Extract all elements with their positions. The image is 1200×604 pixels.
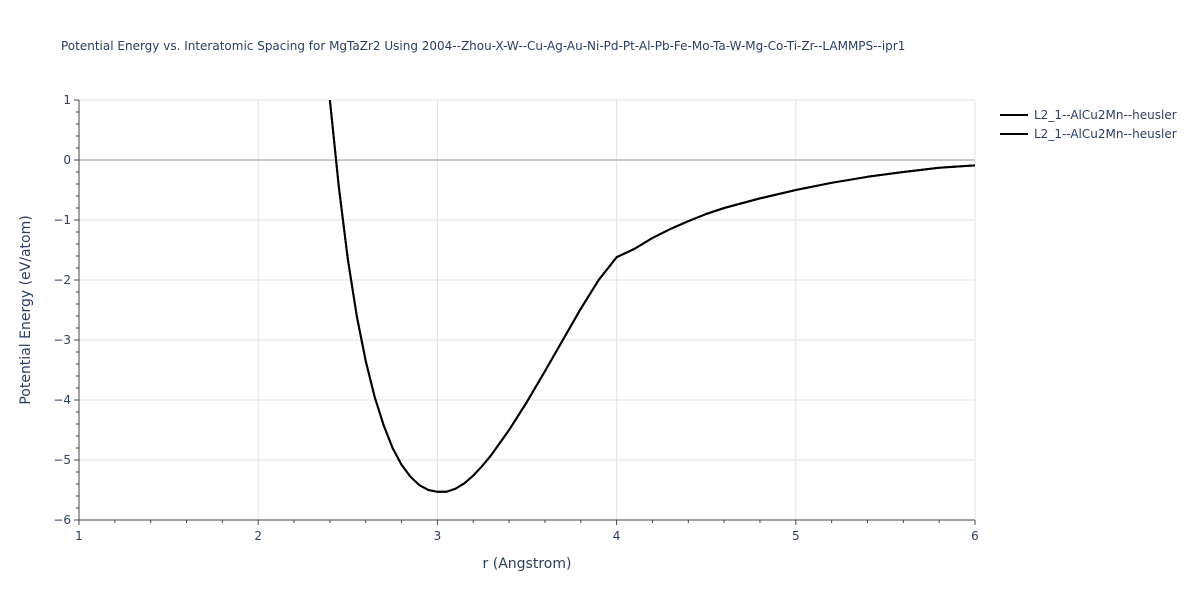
y-tick-label: −6 (53, 513, 71, 527)
legend-label: L2_1--AlCu2Mn--heusler (1034, 127, 1177, 141)
y-tick-label: −2 (53, 273, 71, 287)
chart-title: Potential Energy vs. Interatomic Spacing… (61, 39, 905, 53)
x-tick-label: 2 (254, 529, 262, 543)
x-tick-label: 6 (971, 529, 979, 543)
x-tick-label: 3 (434, 529, 442, 543)
legend-label: L2_1--AlCu2Mn--heusler (1034, 108, 1177, 122)
y-tick-label: 0 (63, 153, 71, 167)
y-tick-label: −1 (53, 213, 71, 227)
x-tick-label: 4 (613, 529, 621, 543)
x-tick-label: 5 (792, 529, 800, 543)
y-tick-label: −5 (53, 453, 71, 467)
x-tick-label: 1 (75, 529, 83, 543)
legend-item-1[interactable]: L2_1--AlCu2Mn--heusler (1000, 108, 1177, 122)
series-line-1 (328, 100, 975, 493)
legend[interactable]: L2_1--AlCu2Mn--heusler L2_1--AlCu2Mn--heu… (1000, 108, 1177, 141)
grid-layer (79, 99, 976, 520)
axis-layer: 1 2 3 4 5 6 1 0 −1 −2 −3 −4 −5 −6 (53, 93, 979, 543)
y-tick-label: −3 (53, 333, 71, 347)
y-tick-label: 1 (63, 93, 71, 107)
series-layer (328, 100, 975, 493)
legend-item-2[interactable]: L2_1--AlCu2Mn--heusler (1000, 127, 1177, 141)
y-tick-label: −4 (53, 393, 71, 407)
x-axis-title: r (Angstrom) (483, 556, 572, 572)
y-axis-title: Potential Energy (eV/atom) (18, 215, 34, 404)
series-line-2 (328, 100, 975, 493)
